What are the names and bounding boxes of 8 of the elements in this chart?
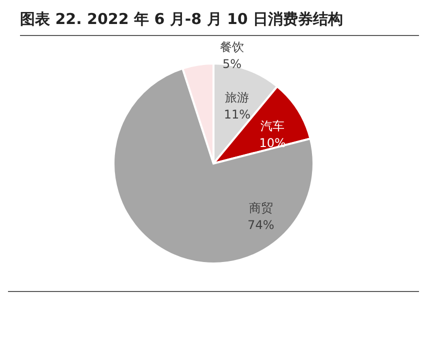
slice-label: 旅游: [225, 90, 250, 105]
slice-label: 商贸: [248, 200, 273, 215]
data-label: 11%: [224, 108, 251, 122]
chart-title: 图表 22. 2022 年 6 月-8 月 10 日消费券结构: [20, 10, 419, 36]
data-label: 74%: [248, 218, 274, 232]
slice-label: 汽车: [260, 118, 285, 133]
slice-label: 餐饮: [220, 40, 244, 54]
data-label: 5%: [222, 56, 242, 71]
